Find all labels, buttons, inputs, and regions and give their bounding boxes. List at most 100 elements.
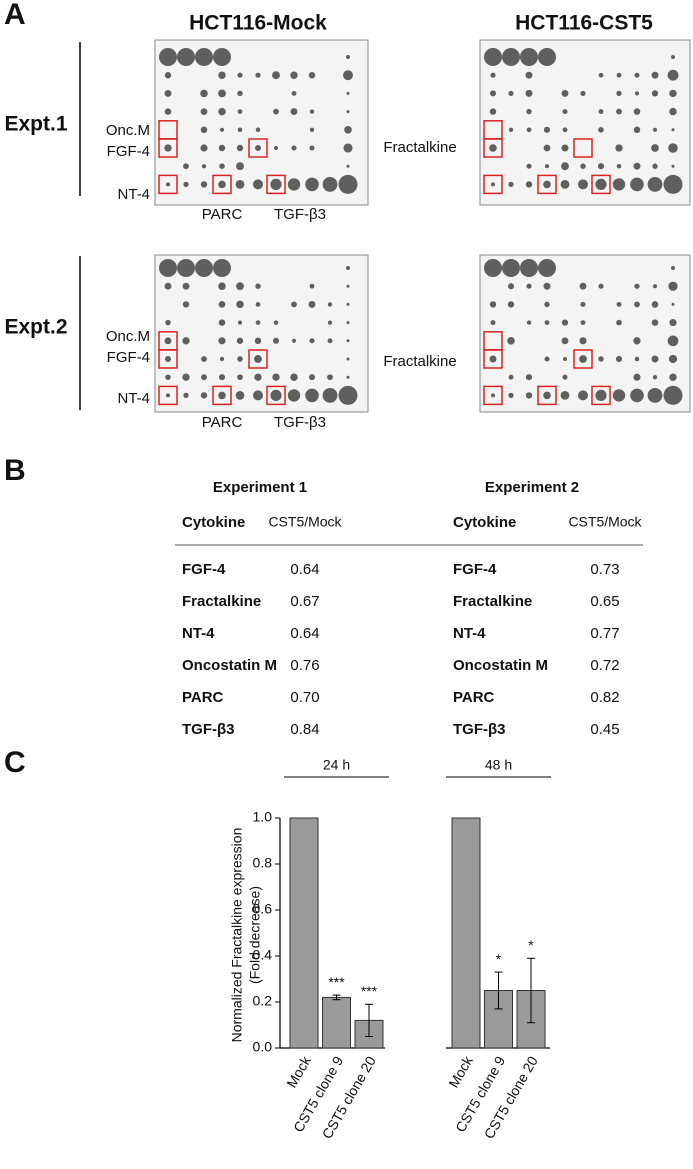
blot-dot	[309, 338, 315, 344]
blot-dot	[182, 337, 190, 345]
blot-dot	[235, 180, 245, 189]
blot-dot	[237, 72, 243, 78]
blot-dot	[651, 355, 659, 363]
ratio-value: 0.76	[290, 657, 319, 674]
blot-dot	[166, 393, 170, 398]
blot-dot	[633, 162, 641, 170]
ratio-value: 0.77	[590, 625, 619, 642]
blot-dot	[309, 283, 315, 289]
blot-dot	[508, 392, 514, 398]
blot-dot	[254, 144, 262, 152]
blot-dot	[667, 69, 679, 81]
row-label: Onc.M	[106, 122, 150, 139]
blot-dot	[667, 335, 679, 347]
blot-dot	[525, 181, 533, 188]
blot-dot	[164, 72, 172, 79]
blot-dot	[543, 391, 551, 400]
blot-dot	[651, 319, 659, 326]
blot-dot	[669, 319, 677, 327]
significance: *	[496, 951, 502, 967]
x-tick-label: Mock	[445, 1052, 476, 1090]
blot-dot	[346, 284, 350, 288]
blot-dot	[255, 72, 261, 78]
blot-dot	[255, 283, 261, 289]
highlight-box	[158, 385, 178, 406]
y-tick-label: 0.0	[253, 1039, 273, 1055]
blot-dot	[219, 356, 225, 362]
ratio-value: 0.64	[290, 561, 319, 578]
blot-dot	[484, 259, 502, 277]
blot-dot	[651, 301, 659, 308]
blot-dot	[183, 163, 189, 170]
blot-dot	[308, 374, 316, 381]
highlight-box	[248, 349, 268, 369]
cytokine-name: NT-4	[453, 625, 486, 642]
blot-dot	[633, 337, 641, 345]
significance: ***	[361, 983, 378, 999]
blot-dot	[671, 266, 675, 270]
blot-dot	[287, 178, 301, 191]
blot-dot	[543, 180, 551, 189]
cytokine-name: TGF-β3	[453, 721, 506, 738]
ratio-value: 0.84	[290, 721, 319, 738]
row-label: NT-4	[117, 186, 150, 203]
blot-dot	[291, 301, 297, 308]
blot-dot	[272, 337, 280, 344]
blot-dot	[538, 48, 556, 66]
bar	[451, 817, 481, 1049]
blot-dot	[490, 320, 496, 326]
panel-letter: C	[4, 746, 26, 779]
highlight-box	[591, 174, 611, 195]
blot-dot	[489, 355, 497, 363]
row-label: Onc.M	[106, 328, 150, 345]
blot-dot	[616, 301, 622, 307]
y-tick-label: 0.4	[253, 947, 273, 963]
blot-dot	[544, 320, 550, 325]
blot-dot	[647, 388, 663, 403]
blot-dot	[508, 127, 514, 132]
blot-dot	[218, 107, 226, 116]
blot-dot	[200, 108, 208, 115]
blot-dot	[612, 389, 626, 402]
blot-dot	[291, 91, 297, 96]
blot-dot	[254, 355, 262, 363]
blot-dot	[272, 71, 280, 80]
blot-dot	[616, 108, 622, 115]
bottom-label: TGF-β3	[274, 206, 326, 223]
blot-dot	[561, 337, 569, 345]
blot-dot	[159, 48, 177, 66]
y-axis-label: (Fold decrease)	[247, 886, 263, 984]
blot-dot	[218, 89, 226, 98]
blot-dot	[634, 356, 640, 362]
highlight-box	[573, 138, 593, 158]
ratio-value: 0.70	[290, 689, 319, 706]
blot-dot	[489, 108, 497, 115]
column-title: HCT116-CST5	[515, 12, 653, 35]
blot-dot	[218, 282, 226, 290]
blot-dot	[346, 164, 350, 168]
side-label: Fractalkine	[383, 353, 456, 370]
blot-dot	[344, 125, 352, 134]
blot-dot	[346, 266, 350, 270]
blot-dot	[236, 337, 244, 344]
cytokine-name: Fractalkine	[182, 593, 261, 610]
ratio-value: 0.67	[290, 593, 319, 610]
blot-dot	[273, 320, 279, 325]
cytokine-name: TGF-β3	[182, 721, 235, 738]
blot-dot	[237, 320, 243, 325]
blot-dot	[270, 389, 282, 401]
blot-dot	[526, 283, 532, 289]
blot-dot	[507, 283, 515, 290]
blot-dot	[633, 108, 641, 115]
highlight-box	[483, 385, 503, 406]
blot-dot	[562, 356, 568, 362]
blot-dot	[272, 373, 280, 381]
blot-dot	[525, 392, 533, 399]
blot-dot	[338, 385, 358, 405]
highlight-box	[573, 349, 593, 369]
blot-dot	[200, 181, 208, 188]
blot-dot	[346, 55, 350, 59]
y-tick-label: 0.8	[253, 855, 273, 871]
blot-dot	[597, 163, 605, 170]
blot-dot	[273, 145, 279, 151]
